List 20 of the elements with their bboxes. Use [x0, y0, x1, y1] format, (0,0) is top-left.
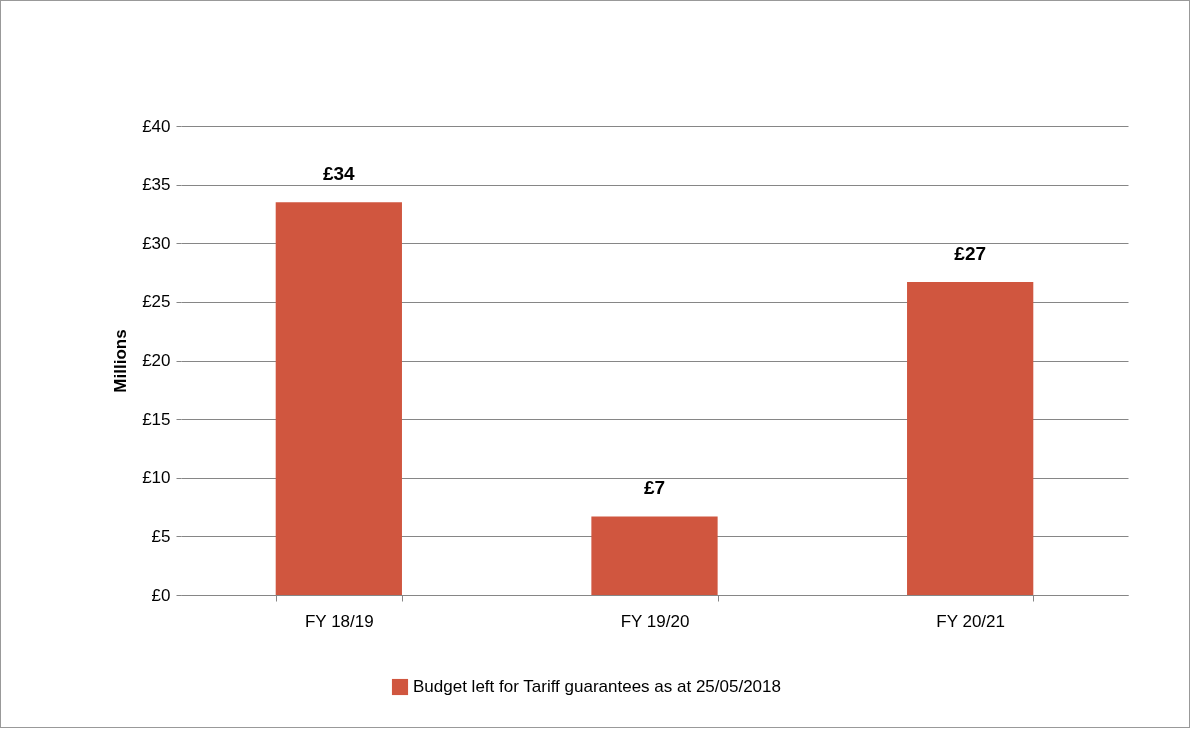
y-tick-label: £40 — [142, 116, 171, 136]
y-tick-label: £20 — [142, 351, 171, 370]
y-tick-label: £35 — [142, 175, 171, 195]
y-tick-label: £25 — [142, 292, 171, 312]
bar — [591, 516, 718, 595]
y-tick-label: £5 — [151, 526, 171, 546]
bar — [907, 281, 1034, 595]
y-tick-label: £0 — [151, 585, 171, 605]
x-tick-label: FY 20/21 — [936, 611, 1006, 631]
y-tick-label: £10 — [142, 468, 171, 488]
y-tick-label: £30 — [142, 233, 171, 253]
x-tick-label: FY 19/20 — [620, 611, 690, 631]
data-label: £27 — [954, 242, 987, 264]
x-tick-label: FY 18/19 — [304, 611, 374, 631]
data-label: £34 — [322, 163, 356, 185]
bar — [275, 202, 402, 595]
data-label: £7 — [643, 477, 666, 499]
y-tick-label: £15 — [142, 409, 171, 429]
legend-label: Budget left for Tariff guarantees as at 25/05/2018 — [413, 677, 781, 696]
y-axis-title: Millions — [111, 329, 131, 393]
